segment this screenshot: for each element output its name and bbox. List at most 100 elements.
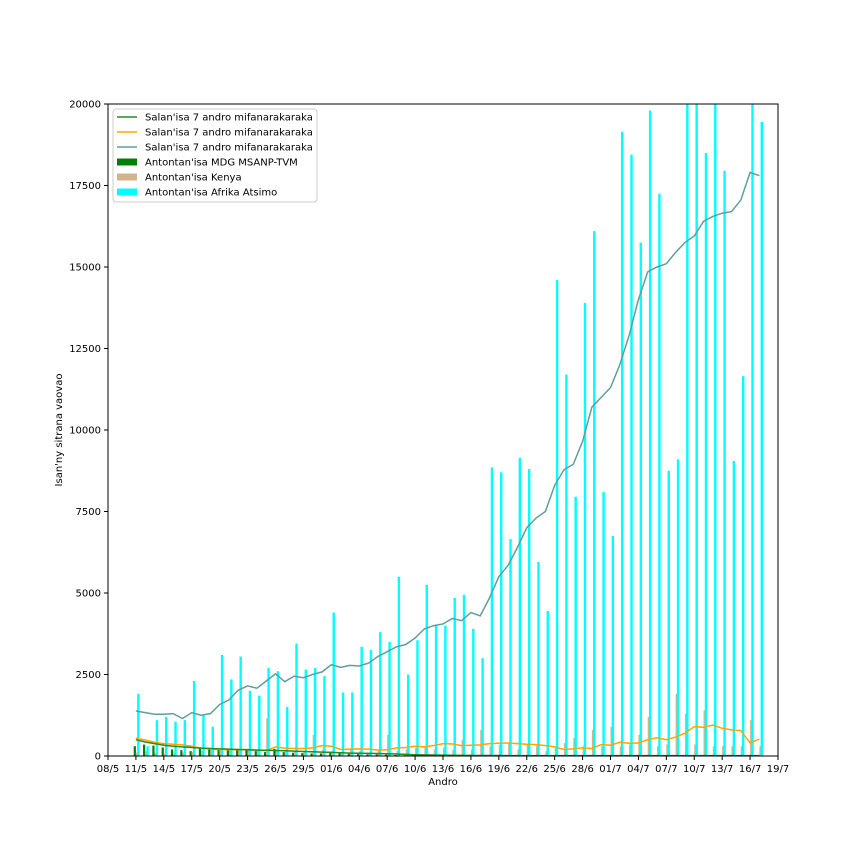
bar-south-africa	[155, 720, 159, 756]
bar-south-africa	[500, 472, 503, 756]
bar-south-africa	[537, 562, 540, 756]
legend-label: Antontan'isa MDG MSANP-TVM	[145, 158, 298, 169]
bar-south-africa	[202, 715, 205, 756]
bar-kenya	[256, 751, 259, 756]
bar-kenya	[508, 742, 510, 756]
bar-south-africa	[527, 469, 531, 756]
legend-box	[112, 108, 318, 203]
bar-kenya	[145, 751, 147, 756]
x-tick-label: 14/5	[153, 764, 175, 775]
bar-south-africa	[686, 104, 689, 756]
legend: Salan'isa 7 andro mifanarakaraka Salan'is…	[112, 108, 318, 203]
x-tick-label: 16/7	[739, 764, 761, 775]
bar-kenya	[666, 744, 668, 756]
x-tick-label: 20/5	[208, 764, 230, 775]
bar-mdg	[189, 751, 192, 756]
bar-south-africa	[621, 131, 624, 756]
bar-kenya	[461, 739, 464, 756]
x-tick-label: 04/6	[348, 764, 370, 775]
x-tick-label: 10/7	[683, 764, 705, 775]
bar-south-africa	[583, 302, 587, 756]
bar-south-africa	[313, 667, 317, 756]
x-tick-label: 01/6	[320, 764, 342, 775]
bar-kenya	[498, 744, 501, 756]
bar-south-africa	[648, 110, 652, 756]
bar-south-africa	[137, 694, 140, 756]
bar-mdg	[133, 746, 136, 756]
bar-kenya	[545, 751, 547, 756]
bar-kenya	[340, 752, 343, 756]
bar-south-africa	[397, 576, 401, 756]
bar-mdg	[161, 747, 164, 756]
bar-south-africa	[639, 242, 643, 757]
y-axis-label: Isan'ny sitrana vaovao	[54, 374, 65, 487]
bar-kenya	[647, 716, 650, 756]
line-south-africa-7day	[135, 171, 760, 720]
bar-kenya	[135, 752, 138, 756]
bar-south-africa	[146, 746, 149, 756]
bar-south-africa	[434, 625, 438, 756]
bar-kenya	[759, 746, 761, 756]
bar-south-africa	[351, 692, 354, 756]
bar-kenya	[684, 713, 687, 756]
bar-kenya	[312, 734, 315, 756]
bar-kenya	[470, 749, 473, 756]
bar-south-africa	[341, 692, 345, 756]
bar-kenya	[238, 748, 240, 756]
bar-kenya	[154, 752, 157, 756]
bar-south-africa	[332, 612, 335, 756]
bar-kenya	[638, 734, 641, 756]
bar-kenya	[247, 750, 250, 756]
bars-layer	[133, 104, 763, 757]
legend-label: Salan'isa 7 andro mifanarakaraka	[145, 143, 313, 154]
x-tick-label: 28/6	[571, 764, 593, 775]
bar-south-africa	[472, 628, 475, 756]
bar-south-africa	[518, 457, 522, 756]
bar-south-africa	[444, 625, 447, 756]
x-tick-label: 25/6	[543, 764, 565, 775]
bar-mdg	[245, 750, 248, 756]
bar-kenya	[657, 746, 659, 756]
bar-kenya	[610, 726, 613, 756]
x-tick-label: 01/7	[599, 764, 621, 775]
bar-mdg	[208, 748, 211, 756]
x-tick-label: 04/7	[627, 764, 649, 775]
bar-south-africa	[760, 121, 763, 757]
bar-kenya	[303, 752, 306, 756]
bar-mdg	[152, 745, 155, 756]
bar-south-africa	[174, 721, 177, 756]
y-tick-label: 2500	[76, 670, 101, 681]
bar-mdg	[217, 748, 220, 756]
x-tick-label: 19/7	[767, 764, 789, 775]
bar-kenya	[433, 749, 436, 756]
x-tick-label: 11/5	[125, 764, 147, 775]
bar-kenya	[443, 747, 445, 756]
bar-kenya	[415, 747, 417, 756]
bar-south-africa	[751, 104, 754, 756]
bar-south-africa	[248, 690, 252, 756]
bar-south-africa	[360, 646, 363, 756]
bar-south-africa	[304, 669, 308, 756]
bar-kenya	[601, 746, 603, 756]
bar-mdg	[375, 754, 378, 756]
y-tick-label: 20000	[69, 100, 101, 111]
bar-mdg	[198, 748, 202, 756]
bar-mdg	[347, 753, 350, 756]
bar-kenya	[182, 752, 185, 756]
bar-mdg	[310, 753, 313, 756]
bar-mdg	[263, 752, 267, 756]
legend-label: Antontan'isa Kenya	[145, 173, 242, 184]
bar-kenya	[712, 746, 715, 756]
bar-south-africa	[630, 154, 633, 756]
bar-mdg	[170, 749, 174, 756]
y-tick-label: 5000	[76, 589, 101, 600]
bar-south-africa	[704, 152, 708, 756]
bar-kenya	[424, 747, 426, 756]
bar-kenya	[275, 749, 278, 756]
x-tick-label: 08/5	[97, 764, 119, 775]
y-tick-label: 17500	[69, 181, 101, 192]
legend-label: Salan'isa 7 andro mifanarakaraka	[145, 113, 313, 124]
x-tick-label: 17/5	[181, 764, 203, 775]
bar-south-africa	[658, 193, 661, 756]
bar-south-africa	[667, 470, 670, 756]
